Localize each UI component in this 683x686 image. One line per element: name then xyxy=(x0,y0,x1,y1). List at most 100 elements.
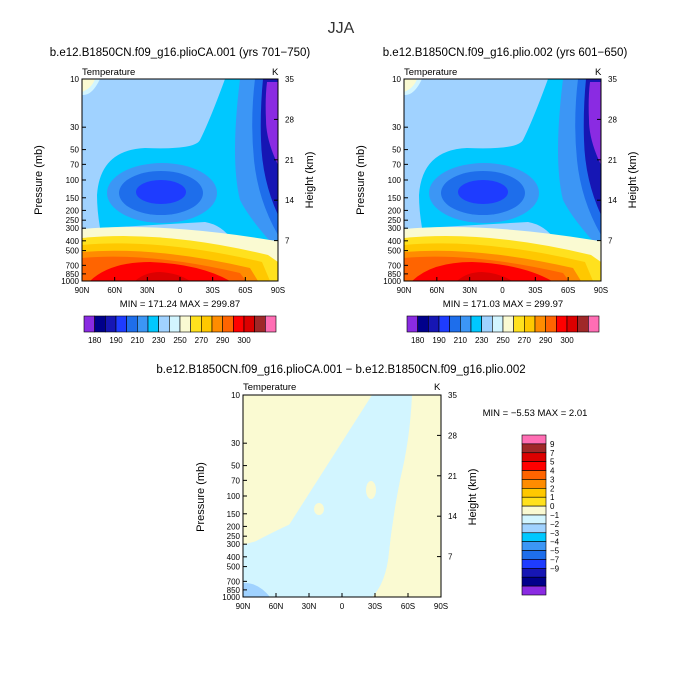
colorbar-swatch xyxy=(521,452,547,462)
colorbar-panel-2: 180 190 210 230 250 270 290 300 xyxy=(406,315,600,345)
colorbar-swatch xyxy=(137,315,149,333)
panel-1-ylabel-right: Height (km) xyxy=(304,152,316,209)
colorbar-swatch xyxy=(521,550,547,560)
panel-1-contours xyxy=(82,79,278,281)
colorbar-panel-1: 180 190 210 230 250 270 290 300 xyxy=(83,315,277,345)
colorbar-label: 180 xyxy=(88,336,102,345)
x-tick-label: 90S xyxy=(594,286,608,295)
y-tick-label: 70 xyxy=(231,476,240,485)
y-tick-label: 50 xyxy=(392,146,401,155)
height-tick-label: 28 xyxy=(285,115,294,124)
height-tick-label: 7 xyxy=(285,237,290,246)
height-tick-label: 35 xyxy=(608,75,617,84)
colorbar-swatch xyxy=(521,496,547,507)
panel-2-title: b.e12.B1850CN.f09_g16.plio.002 (yrs 601−… xyxy=(383,47,628,59)
colorbar-label: 190 xyxy=(432,336,446,345)
y-tick-label: 700 xyxy=(66,261,80,270)
colorbar-swatch xyxy=(534,315,546,333)
colorbar-swatch xyxy=(243,315,255,333)
x-tick-label: 90S xyxy=(271,286,285,295)
panel-3-ylabel-right: Height (km) xyxy=(467,469,479,526)
y-tick-label: 500 xyxy=(66,247,80,256)
colorbar-swatch xyxy=(521,523,547,534)
colorbar-swatch xyxy=(521,443,547,454)
colorbar-swatch xyxy=(521,559,547,569)
x-tick-label: 90N xyxy=(75,286,90,295)
colorbar-swatch xyxy=(502,315,514,333)
colorbar-label: 1 xyxy=(550,493,555,502)
x-tick-label: 60N xyxy=(107,286,122,295)
colorbar-swatch xyxy=(158,315,170,333)
panel-1-stats: MIN = 171.24 MAX = 299.87 xyxy=(120,299,240,310)
chart-panel-3: b.e12.B1850CN.f09_g16.plioCA.001 − b.e12… xyxy=(156,364,587,611)
colorbar-swatch xyxy=(524,315,536,333)
colorbar-swatch xyxy=(513,315,525,333)
panel-3-title: b.e12.B1850CN.f09_g16.plioCA.001 − b.e12… xyxy=(156,364,525,376)
colorbar-swatch xyxy=(449,315,461,333)
colorbar-label: −4 xyxy=(550,538,560,547)
colorbar-swatch xyxy=(211,315,223,333)
y-tick-label: 70 xyxy=(392,160,401,169)
y-tick-label: 300 xyxy=(388,224,402,233)
colorbar-swatch xyxy=(521,514,547,525)
colorbar-swatch xyxy=(545,315,557,333)
x-tick-label: 60S xyxy=(561,286,575,295)
height-tick-label: 21 xyxy=(608,156,617,165)
panel-3-stats: MIN = −5.53 MAX = 2.01 xyxy=(483,408,588,419)
height-tick-label: 21 xyxy=(448,472,457,481)
y-tick-label: 150 xyxy=(227,510,241,519)
colorbar-label: 0 xyxy=(550,502,555,511)
colorbar-label: 2 xyxy=(550,484,555,493)
x-tick-label: 60N xyxy=(269,602,284,611)
colorbar-swatch xyxy=(147,315,159,333)
x-tick-label: 0 xyxy=(340,602,345,611)
colorbar-swatch xyxy=(521,488,547,498)
panel-2-right-label: K xyxy=(595,67,602,78)
x-tick-label: 90N xyxy=(397,286,412,295)
panel-2-ylabel-right: Height (km) xyxy=(627,152,639,209)
colorbar-label: 270 xyxy=(195,336,209,345)
y-tick-label: 300 xyxy=(227,540,241,549)
colorbar-swatch xyxy=(521,470,547,480)
colorbar-swatch xyxy=(521,541,547,551)
colorbar-swatch xyxy=(94,315,106,333)
colorbar-label: 290 xyxy=(539,336,553,345)
colorbar-swatch xyxy=(406,315,418,333)
height-tick-label: 21 xyxy=(285,156,294,165)
colorbar-swatch xyxy=(521,479,547,489)
y-tick-label: 30 xyxy=(231,439,240,448)
y-tick-label: 1000 xyxy=(383,277,401,286)
panel-3-ylabel: Pressure (mb) xyxy=(195,462,207,532)
y-tick-label: 250 xyxy=(388,216,402,225)
colorbar-swatch xyxy=(428,315,440,333)
colorbar-label: 3 xyxy=(550,475,555,484)
colorbar-label: 180 xyxy=(411,336,425,345)
colorbar-swatch xyxy=(521,505,547,516)
x-tick-label: 60N xyxy=(429,286,444,295)
colorbar-swatch xyxy=(169,315,181,333)
y-tick-label: 850 xyxy=(227,586,241,595)
colorbar-swatch xyxy=(470,315,482,333)
colorbar-label: 190 xyxy=(109,336,123,345)
y-tick-label: 100 xyxy=(66,176,80,185)
colorbar-swatch xyxy=(233,315,245,333)
colorbar-swatch xyxy=(105,315,117,333)
height-tick-label: 28 xyxy=(448,431,457,440)
y-tick-label: 400 xyxy=(227,553,241,562)
x-tick-label: 30S xyxy=(368,602,382,611)
panel-3-left-label: Temperature xyxy=(243,382,296,393)
colorbar-swatch xyxy=(438,315,450,333)
panel-1-axes: 90N 60N 30N 0 30S 60S 90S103050701001502002503… xyxy=(61,75,294,295)
panel-1-left-label: Temperature xyxy=(82,67,135,78)
colorbar-swatch xyxy=(521,532,547,542)
height-tick-label: 14 xyxy=(448,512,457,521)
colorbar-swatch xyxy=(179,315,191,333)
y-tick-label: 850 xyxy=(66,270,80,279)
y-tick-label: 500 xyxy=(388,247,402,256)
x-tick-label: 30N xyxy=(302,602,317,611)
panel-2-left-label: Temperature xyxy=(404,67,457,78)
colorbar-swatch xyxy=(254,315,266,333)
y-tick-label: 200 xyxy=(66,206,80,215)
